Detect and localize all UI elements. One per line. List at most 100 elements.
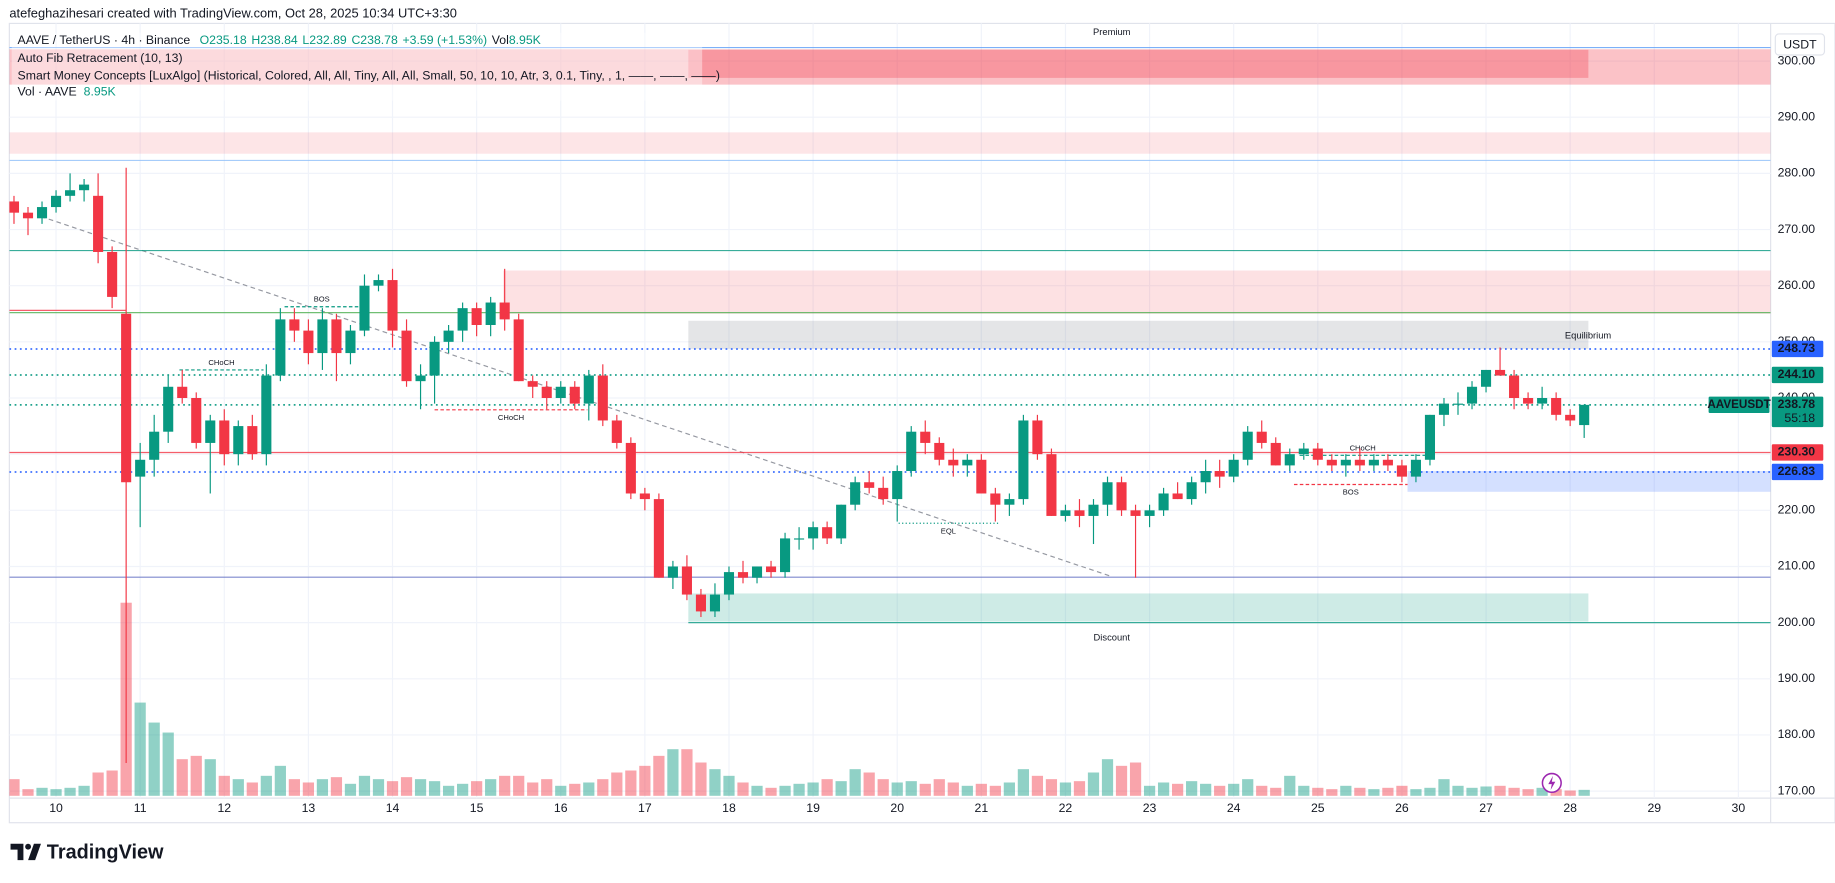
legend-vol-label: Vol xyxy=(492,33,509,47)
candle-body xyxy=(1284,454,1295,466)
candle-body xyxy=(373,280,384,286)
legend-line: AAVE / TetherUS · 4h · Binance O235.18 H23… xyxy=(18,33,542,47)
volume-bar xyxy=(457,783,469,796)
x-tick-label: 20 xyxy=(890,801,904,815)
x-tick-label: 25 xyxy=(1311,801,1325,815)
indicator-legend: Auto Fib Retracement (10, 13) xyxy=(18,51,183,65)
y-tick-label: 300.00 xyxy=(1778,53,1816,67)
zone-label: Equilibrium xyxy=(1565,330,1611,340)
legend-close: C238.78 xyxy=(351,33,398,47)
candle-body xyxy=(1214,471,1225,477)
currency-box[interactable] xyxy=(1774,33,1826,56)
volume-bar xyxy=(527,782,539,796)
candle-body xyxy=(1130,510,1141,516)
volume xyxy=(9,602,1590,796)
candle-body xyxy=(948,459,959,466)
y-tick-label: 270.00 xyxy=(1778,222,1816,236)
price-label: 238.78 xyxy=(1778,397,1816,411)
candle-body xyxy=(331,319,342,354)
volume-bar xyxy=(218,775,230,796)
candle-body xyxy=(1340,459,1351,466)
candle-body xyxy=(1186,482,1197,500)
candle-body xyxy=(1060,510,1071,516)
volume-bar xyxy=(414,779,427,796)
legend-open: O235.18 xyxy=(200,33,247,47)
volume-bar xyxy=(162,732,174,796)
symbol-tag-bg xyxy=(1708,396,1770,414)
levels xyxy=(9,46,1771,624)
volume-bar xyxy=(204,759,216,796)
volume-bar xyxy=(260,775,272,796)
candle-body xyxy=(1579,404,1590,426)
candle-body xyxy=(1551,398,1562,415)
volume-bar xyxy=(1578,789,1590,796)
candle-body xyxy=(597,375,608,421)
candle-body xyxy=(1144,510,1155,516)
volume-bar xyxy=(1368,789,1380,796)
volume-bar xyxy=(36,787,48,796)
candle-body xyxy=(261,375,272,455)
volume-bar xyxy=(765,787,777,796)
candle-body xyxy=(1326,459,1337,466)
volume-bar xyxy=(779,785,791,796)
brand-logo-dot xyxy=(25,843,32,850)
candle-body xyxy=(135,459,146,477)
brand: TradingView xyxy=(10,841,164,863)
candle-body xyxy=(1410,459,1421,477)
volume-bar xyxy=(1087,772,1100,796)
volume-bar xyxy=(1129,762,1142,796)
volume-bar xyxy=(569,783,581,796)
volume-bar xyxy=(1186,781,1198,796)
x-tick-label: 27 xyxy=(1479,801,1493,815)
candle-body xyxy=(569,386,580,404)
legend-high: H238.84 xyxy=(251,33,298,47)
volume-bar xyxy=(499,775,511,796)
volume-bar xyxy=(78,785,90,796)
volume-bar xyxy=(485,779,497,796)
volume-bar xyxy=(1228,783,1240,796)
candle-body xyxy=(9,201,20,213)
candle-body xyxy=(275,319,286,376)
volume-bar xyxy=(134,702,146,796)
candle-body xyxy=(527,381,538,387)
volume-bar xyxy=(1157,782,1170,796)
volume-bar xyxy=(541,779,553,796)
volume-bar xyxy=(9,779,20,796)
candle-body xyxy=(219,420,230,455)
price-label-bg xyxy=(1771,366,1824,384)
volume-bar xyxy=(64,787,76,796)
volume-bar xyxy=(737,782,749,796)
volume-bar xyxy=(919,783,931,796)
legend-bg xyxy=(11,32,703,101)
candle-body xyxy=(1396,465,1407,477)
volume-bar xyxy=(947,782,959,796)
candle-body xyxy=(611,420,622,443)
candle-body xyxy=(415,375,426,382)
candle-body xyxy=(990,493,1001,505)
volume-bar xyxy=(905,781,917,796)
volume-bar xyxy=(891,782,903,796)
volume-bar xyxy=(372,779,385,796)
candle-body xyxy=(247,426,258,455)
price-label: 244.10 xyxy=(1778,367,1816,381)
volume-bar xyxy=(1466,787,1478,796)
x-tick-label: 12 xyxy=(217,801,231,815)
volume-bar xyxy=(1424,787,1436,796)
candle-body xyxy=(1004,499,1015,505)
structure-label: CHoCH xyxy=(498,413,524,422)
candle-body xyxy=(555,386,566,399)
candle-body xyxy=(639,493,650,500)
volume-bar xyxy=(1031,775,1044,796)
volume-bar xyxy=(358,775,371,796)
price-label-bg xyxy=(1771,340,1824,358)
volume-bar xyxy=(751,785,763,796)
volume-bar xyxy=(428,781,441,796)
candle-body xyxy=(1480,369,1492,387)
volume-bar xyxy=(1494,785,1506,796)
volume-bar xyxy=(1508,787,1520,796)
candle-body xyxy=(976,459,987,494)
volume-bar xyxy=(302,782,315,796)
x-tick-label: 10 xyxy=(49,801,63,815)
zone-label: Premium xyxy=(1093,27,1131,37)
